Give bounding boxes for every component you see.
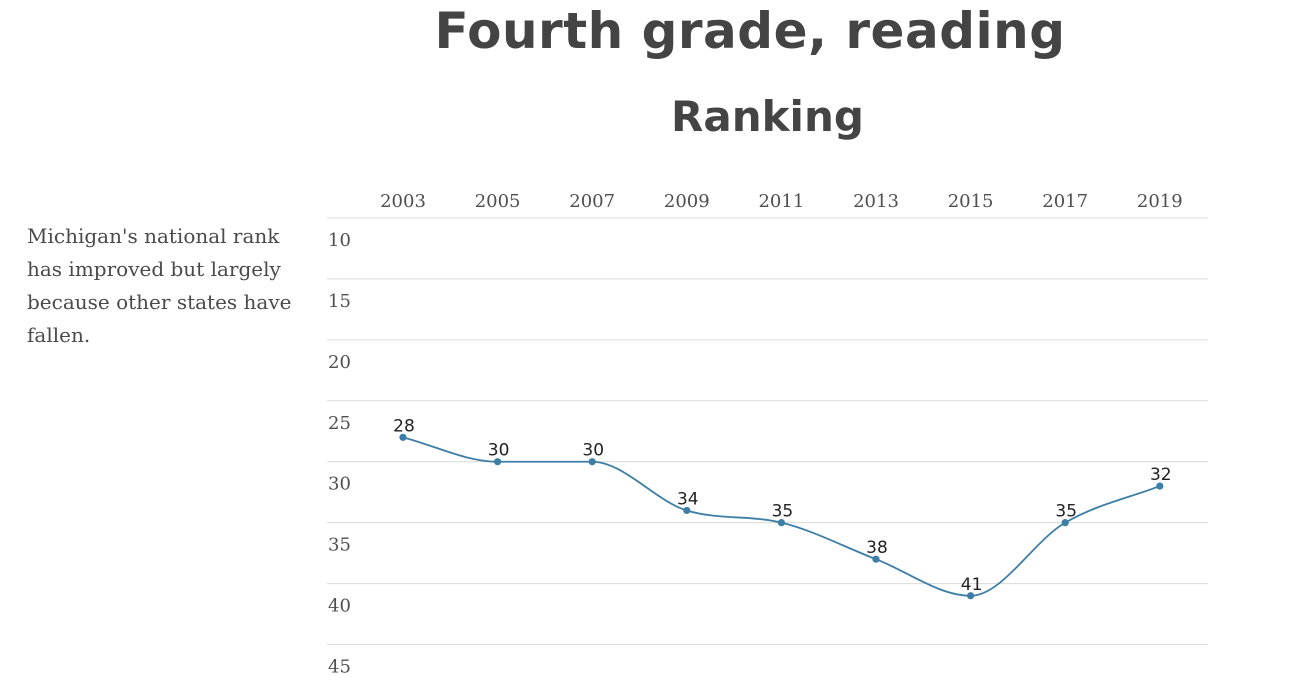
x-tick-label: 2019 — [1137, 191, 1183, 212]
series-line — [402, 436, 1161, 597]
data-point — [1156, 482, 1164, 490]
y-tick-label: 15 — [328, 291, 351, 312]
x-tick-label: 2009 — [664, 191, 710, 212]
y-tick-label: 10 — [328, 230, 351, 251]
x-tick-label: 2007 — [569, 191, 615, 212]
y-tick-label: 25 — [328, 413, 351, 434]
data-point — [872, 555, 880, 563]
data-point — [1061, 519, 1069, 527]
data-point — [588, 458, 596, 466]
data-label: 32 — [1150, 465, 1172, 485]
data-label: 35 — [772, 502, 794, 522]
y-tick-label: 30 — [328, 474, 351, 495]
chart-title: Fourth grade, reading — [434, 2, 1066, 60]
y-tick-label: 40 — [328, 596, 351, 617]
x-tick-label: 2011 — [758, 191, 804, 212]
x-tick-label: 2017 — [1042, 191, 1088, 212]
x-tick-label: 2005 — [475, 191, 521, 212]
y-tick-label: 20 — [328, 352, 351, 373]
y-tick-label: 35 — [328, 535, 351, 556]
x-tick-label: 2015 — [948, 191, 994, 212]
data-label: 30 — [582, 441, 604, 461]
data-label: 35 — [1055, 502, 1077, 522]
data-point — [683, 506, 691, 515]
y-tick-label: 45 — [328, 657, 351, 678]
chart-subtitle: Ranking — [671, 92, 864, 141]
data-label: 41 — [961, 575, 983, 595]
chart-annotation: Michigan's national rank has improved bu… — [27, 224, 292, 347]
data-point — [777, 519, 786, 527]
x-tick-label: 2003 — [380, 191, 426, 212]
data-label: 34 — [677, 489, 699, 509]
data-point — [494, 458, 502, 466]
x-tick-label: 2013 — [853, 191, 899, 212]
data-label: 38 — [866, 538, 888, 558]
data-point — [967, 592, 975, 600]
data-label: 30 — [488, 441, 510, 461]
data-label: 28 — [393, 416, 415, 436]
data-point — [399, 433, 407, 441]
